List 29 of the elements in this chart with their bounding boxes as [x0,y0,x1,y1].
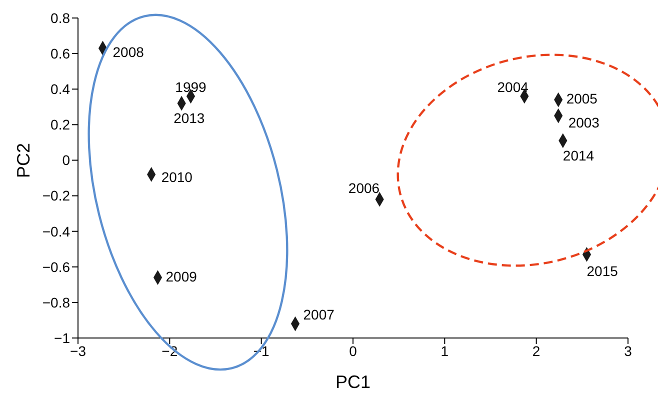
y-tick-label: 0.2 [50,116,70,133]
x-tick-label: 0 [349,342,358,359]
annotation: 2014 [562,147,594,164]
x-tick-label: 1 [440,342,449,359]
annotation: 2006 [348,180,380,196]
y-tick-label: −1 [54,330,70,346]
annotation: 2004 [497,78,529,95]
annotation: 1999 [175,78,207,95]
y-axis-title: PC2 [13,142,34,178]
y-tick-label: −0.8 [42,294,70,310]
y-tick-label: 0.6 [50,46,70,62]
x-axis-title: PC1 [335,372,371,392]
y-tick-label: 0.8 [50,10,70,26]
annotation: 2003 [568,114,600,130]
y-tick-label: −0.2 [42,188,70,204]
annotation: 2010 [161,169,193,186]
annotation: 2009 [166,268,198,284]
annotation: 2005 [566,90,598,106]
x-tick-label: −3 [70,342,86,359]
y-tick-label: −0.4 [42,223,70,240]
y-tick-label: 0 [62,152,70,168]
annotation: 2008 [112,44,144,60]
y-tick-label: 0.4 [50,81,70,98]
x-tick-label: 3 [624,342,632,359]
y-tick-label: −0.6 [42,258,70,275]
annotation: 2015 [586,263,618,280]
annotation: 2007 [303,306,335,322]
annotation: 2013 [174,110,205,126]
x-tick-label: 2 [532,342,540,359]
